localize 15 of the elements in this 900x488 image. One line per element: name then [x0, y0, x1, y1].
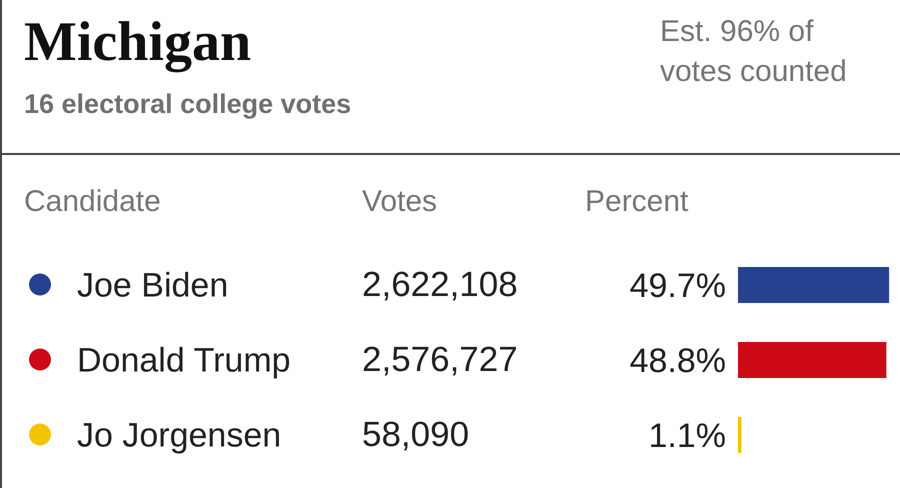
y-axis-title: Candidate: [24, 184, 161, 220]
data-label: 1.1%: [648, 416, 726, 455]
text: Votes: [362, 184, 438, 220]
data-label: 48.8%: [630, 342, 726, 380]
text: Percent: [585, 184, 688, 220]
text: 2,576,727: [362, 338, 518, 380]
y-tick-label: Donald Trump: [77, 341, 291, 380]
text: Est. 96% of votes counted: [660, 14, 848, 90]
y-tick-label: Joe Biden: [77, 266, 228, 304]
text: 2,622,108: [362, 264, 518, 306]
text: 58,090: [362, 414, 470, 456]
data-label: 49.7%: [630, 266, 726, 305]
text: Michigan: [24, 10, 252, 75]
y-tick-label: Jo Jorgensen: [77, 416, 282, 454]
text: 16 electoral college votes: [24, 88, 352, 121]
